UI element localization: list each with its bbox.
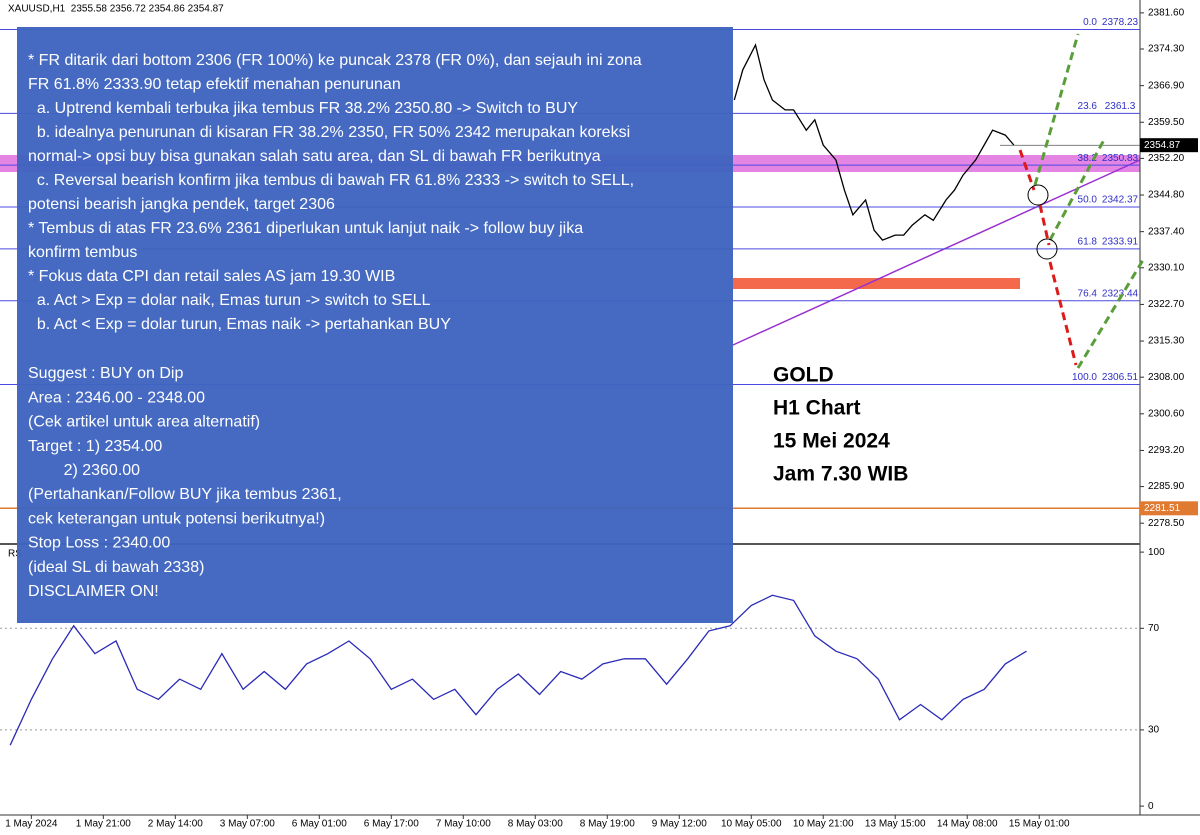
x-tick-label: 10 May 21:00 — [793, 819, 854, 830]
fib-level: 0.0 — [1083, 17, 1097, 28]
fib-price: 2333.91 — [1102, 237, 1139, 248]
fib-price: 2306.51 — [1102, 372, 1139, 383]
note-line: Target : 1) 2354.00 — [28, 438, 162, 455]
fib-level: 23.6 — [1078, 101, 1098, 112]
fib-price: 2378.23 — [1102, 17, 1139, 28]
note-box — [17, 27, 733, 623]
fib-level: 76.4 — [1078, 288, 1098, 299]
note-line: 2) 2360.00 — [28, 462, 140, 479]
y-tick-label: 2278.50 — [1148, 518, 1185, 529]
note-line: (Pertahankan/Follow BUY jika tembus 2361… — [28, 486, 342, 503]
arrow — [1038, 204, 1051, 246]
y-tick-label: 2315.30 — [1148, 336, 1185, 347]
y-tick-label: 2366.90 — [1148, 80, 1185, 91]
x-tick-label: 10 May 05:00 — [721, 819, 782, 830]
note-line: a. Uptrend kembali terbuka jika tembus F… — [28, 100, 578, 117]
x-tick-label: 13 May 15:00 — [865, 819, 926, 830]
price-box — [1140, 138, 1198, 153]
panel-title: RS — [8, 549, 22, 560]
x-tick-label: 1 May 21:00 — [76, 819, 131, 830]
note-line: * Fokus data CPI dan retail sales AS jam… — [28, 268, 395, 285]
note-line: konfirm tembus — [28, 244, 137, 261]
arrow — [1033, 33, 1080, 186]
series-line — [9, 594, 1027, 746]
x-tick-label: 8 May 19:00 — [580, 819, 635, 830]
y-tick-label: 2285.90 — [1148, 481, 1185, 492]
x-tick-label: 14 May 08:00 — [937, 819, 998, 830]
note-line: c. Reversal bearish konfirm jika tembus … — [28, 172, 634, 189]
x-tick-label: 9 May 12:00 — [652, 819, 707, 830]
x-tick-label: 15 May 01:00 — [1009, 819, 1070, 830]
y-tick-label: 2344.80 — [1148, 190, 1185, 201]
y-tick-label: 2308.00 — [1148, 372, 1185, 383]
symbol-header: XAUUSD,H1 2355.58 2356.72 2354.86 2354.8… — [8, 4, 224, 15]
note-line: * FR ditarik dari bottom 2306 (FR 100%) … — [28, 52, 642, 69]
price-label: 2281.51 — [1144, 503, 1181, 514]
note-line: * Tembus di atas FR 23.6% 2361 diperluka… — [28, 220, 583, 237]
fib-price: 2342.37 — [1102, 195, 1139, 206]
note-line: Area : 2346.00 - 2348.00 — [28, 389, 205, 406]
price-box — [1140, 501, 1198, 516]
x-tick-label: 1 May 2024 — [5, 819, 58, 830]
y-tick-label: 2293.20 — [1148, 445, 1185, 456]
scenario-arrows — [1018, 33, 1145, 369]
y-tick-label: 2381.60 — [1148, 8, 1185, 19]
note-line: (Cek artikel untuk area alternatif) — [28, 414, 260, 431]
note-line: normal-> opsi buy bisa gunakan salah sat… — [28, 148, 601, 165]
note-line: Suggest : BUY on Dip — [28, 365, 183, 382]
x-tick-label: 8 May 03:00 — [508, 819, 563, 830]
y-tick-label: 30 — [1148, 725, 1160, 736]
circle — [1027, 184, 1049, 206]
fib-level: 61.8 — [1078, 237, 1098, 248]
note-line: b. Act < Exp = dolar turun, Emas naik ->… — [28, 316, 451, 333]
fib-level: 50.0 — [1078, 195, 1098, 206]
fib-level: 100.0 — [1072, 372, 1097, 383]
note-line: potensi bearish jangka pendek, target 23… — [28, 196, 335, 213]
x-tick-label: 7 May 10:00 — [436, 819, 491, 830]
arrow — [1048, 137, 1107, 241]
arrow — [1018, 149, 1036, 191]
circle — [1036, 238, 1058, 260]
x-tick-label: 3 May 07:00 — [220, 819, 275, 830]
x-tick-label: 2 May 14:00 — [148, 819, 203, 830]
y-tick-label: 70 — [1148, 623, 1160, 634]
note-line: cek keterangan untuk potensi berikutnya!… — [28, 510, 325, 527]
y-tick-label: 2322.70 — [1148, 299, 1185, 310]
y-tick-label: 2337.40 — [1148, 226, 1185, 237]
note-line: Stop Loss : 2340.00 — [28, 535, 170, 552]
trend-line — [732, 159, 1141, 346]
arrow — [1076, 259, 1145, 369]
series-line — [733, 43, 1015, 241]
note-line: DISCLAIMER ON! — [28, 583, 159, 600]
y-tick-label: 2374.30 — [1148, 44, 1185, 55]
y-tick-label: 2330.10 — [1148, 262, 1185, 273]
fib-price: 2361.3 — [1105, 101, 1136, 112]
annotation-line: GOLD — [773, 364, 834, 387]
note: * FR ditarik dari bottom 2306 (FR 100%) … — [28, 52, 642, 600]
y-tick-label: 2352.20 — [1148, 153, 1185, 164]
note-line: a. Act > Exp = dolar naik, Emas turun ->… — [28, 292, 431, 309]
arrow — [1048, 261, 1078, 366]
note-line: FR 61.8% 2333.90 tetap efektif menahan p… — [28, 76, 401, 93]
price-label: 2354.87 — [1144, 140, 1181, 151]
annotation-line: Jam 7.30 WIB — [773, 463, 908, 486]
x-tick-label: 6 May 17:00 — [364, 819, 419, 830]
y-tick-label: 2359.50 — [1148, 117, 1185, 128]
x-tick-label: 6 May 01:00 — [292, 819, 347, 830]
annotation-line: 15 Mei 2024 — [773, 430, 890, 453]
annotation: GOLD H1 Chart 15 Mei 2024 Jam 7.30 WIB — [773, 364, 908, 486]
note-line: b. idealnya penurunan di kisaran FR 38.2… — [28, 124, 630, 141]
annotation-line: H1 Chart — [773, 397, 861, 420]
fib-price: 2323.44 — [1102, 288, 1139, 299]
y-tick-label: 100 — [1148, 547, 1165, 558]
support-zone — [733, 278, 1020, 289]
fib-level: 38.2 — [1078, 153, 1098, 164]
note-line: (ideal SL di bawah 2338) — [28, 559, 204, 576]
y-tick-label: 2300.60 — [1148, 408, 1185, 419]
fib-price: 2350.83 — [1102, 153, 1139, 164]
y-tick-label: 0 — [1148, 801, 1154, 812]
